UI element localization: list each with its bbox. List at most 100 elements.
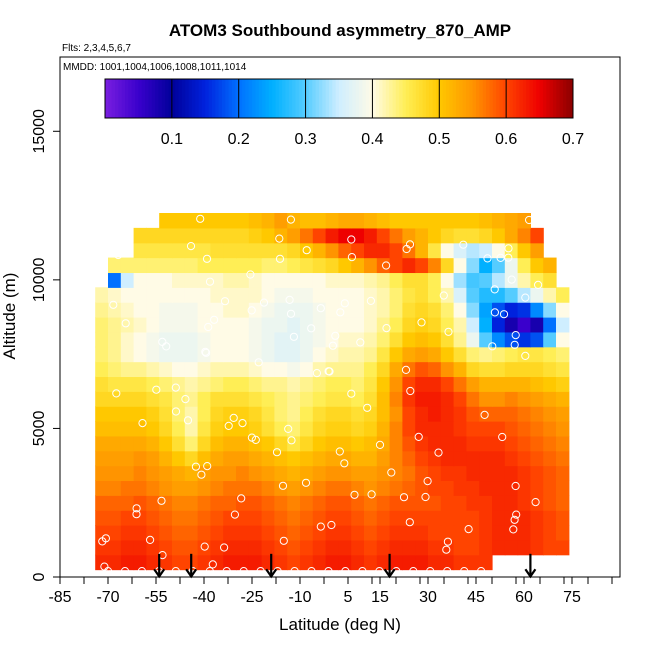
measurement-point: [409, 567, 418, 576]
measurement-point: [290, 567, 299, 576]
heat-cell: [453, 302, 467, 318]
heat-cell: [120, 421, 135, 437]
heat-cell: [261, 346, 275, 363]
heat-cell: [479, 391, 493, 407]
heat-cell: [351, 406, 365, 422]
heat-cell: [479, 361, 493, 378]
heat-cell: [376, 554, 391, 571]
heat-cell: [172, 510, 186, 526]
heat-cell: [376, 287, 391, 303]
heat-cell: [197, 525, 211, 541]
heat-cell: [428, 480, 442, 496]
colorbar-segment: [445, 79, 450, 118]
heat-cell: [274, 465, 288, 482]
heat-cell: [133, 554, 147, 571]
heat-cell: [248, 287, 263, 303]
heat-cell: [389, 406, 403, 422]
heat-cell: [261, 406, 275, 422]
heat-cell: [236, 227, 250, 244]
measurement-point: [275, 254, 285, 263]
measurement-point: [347, 235, 356, 244]
heat-cell: [300, 539, 314, 556]
heat-cell: [159, 525, 173, 541]
heat-cell: [517, 331, 531, 348]
heat-cell: [517, 450, 531, 467]
heat-cell: [325, 346, 339, 363]
heat-cell: [376, 406, 391, 422]
heat-cell: [530, 525, 544, 541]
heat-cell: [236, 465, 250, 482]
heat-cell: [338, 272, 352, 288]
colorbar-segment: [479, 79, 484, 118]
measurement-point: [137, 567, 146, 576]
heat-cell: [236, 539, 250, 556]
heat-cell: [312, 525, 327, 541]
heat-cell: [389, 272, 403, 288]
heat-cell: [402, 302, 416, 318]
heat-cell: [556, 406, 570, 422]
heat-cell: [453, 376, 467, 392]
heat-cell: [274, 406, 288, 422]
heat-cell: [351, 213, 365, 229]
colorbar-segment: [208, 79, 213, 118]
colorbar-tick-label: 0.6: [495, 131, 517, 148]
heat-cell: [415, 391, 429, 407]
measurement-point: [120, 567, 130, 576]
heat-cell: [504, 391, 519, 407]
heat-cell: [184, 213, 199, 229]
heat-cell: [492, 480, 506, 496]
measurement-point: [289, 332, 298, 341]
y-tick-label: 10000: [31, 258, 48, 303]
heat-cell: [376, 480, 391, 496]
heat-cell: [364, 510, 378, 526]
heat-cell: [338, 539, 352, 556]
flight-arrow-head: [524, 568, 537, 579]
heat-cell: [95, 421, 109, 437]
heat-cell: [517, 391, 531, 407]
heat-cell: [389, 450, 403, 467]
heat-cell: [133, 421, 147, 437]
heat-cell: [223, 435, 237, 452]
heat-cell: [95, 361, 109, 378]
heat-cell: [197, 480, 211, 496]
colorbar-segment: [178, 79, 183, 118]
heat-cell: [236, 406, 250, 422]
heat-cell: [236, 480, 250, 496]
heat-cell: [197, 346, 211, 363]
heat-cell: [120, 554, 135, 571]
colorbar-segment: [492, 79, 497, 118]
heat-cell: [274, 331, 288, 348]
heat-cell: [415, 450, 429, 467]
heat-cell: [504, 272, 519, 288]
colorbar-segment: [372, 79, 377, 118]
colorbar-segment: [168, 79, 173, 118]
colorbar-segment: [161, 79, 166, 118]
heat-cell: [95, 391, 109, 407]
heat-cell: [312, 287, 327, 303]
heat-cell: [108, 435, 122, 452]
heat-cell: [543, 495, 557, 511]
heat-cell: [223, 376, 237, 392]
heat-cell: [223, 317, 237, 333]
measurement-point: [510, 567, 520, 576]
heat-cell: [210, 450, 224, 467]
x-tick-label: -40: [192, 589, 215, 606]
heat-cell: [338, 495, 352, 511]
heat-cell: [248, 331, 263, 348]
colorbar-segment: [559, 79, 564, 118]
heat-cell: [466, 480, 480, 496]
colorbar-segment: [158, 79, 163, 118]
heat-cell: [248, 510, 263, 526]
heat-cell: [504, 421, 519, 437]
heat-cell: [223, 495, 237, 511]
heat-cell: [274, 317, 288, 333]
heat-cell: [440, 272, 455, 288]
colorbar-segment: [195, 79, 200, 118]
colorbar-segment: [228, 79, 233, 118]
heat-cell: [453, 525, 467, 541]
heat-cell: [376, 346, 391, 363]
heat-cell: [543, 287, 557, 303]
measurement-point: [171, 567, 180, 576]
heat-cell: [492, 510, 506, 526]
measurement-point: [401, 365, 411, 374]
